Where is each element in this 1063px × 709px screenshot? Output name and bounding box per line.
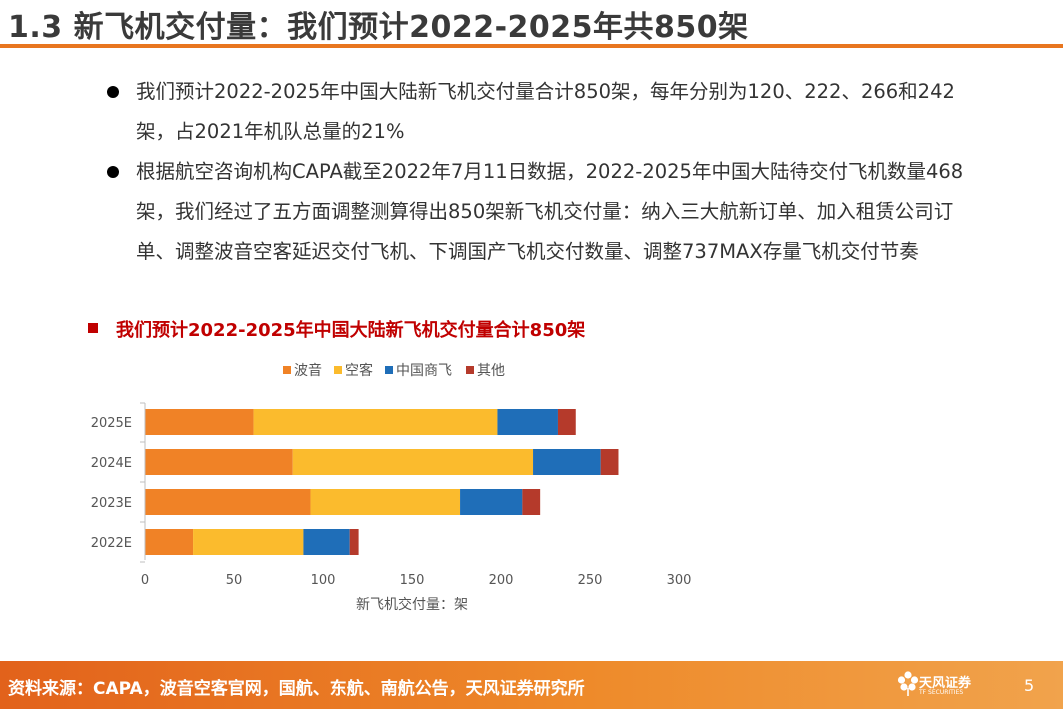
y-tick-label: 2022E — [91, 536, 132, 551]
bar-segment — [145, 529, 194, 555]
bar-segment — [292, 449, 534, 475]
bar-segment — [533, 449, 601, 475]
y-tick-label: 2024E — [91, 456, 132, 471]
bar-segment — [253, 409, 498, 435]
bar-segment — [145, 489, 311, 515]
y-tick-label: 2023E — [91, 496, 132, 511]
bar-segment — [460, 489, 523, 515]
bullet-item: 我们预计2022-2025年中国大陆新飞机交付量合计850架，每年分别为120、… — [104, 72, 984, 152]
legend-swatch — [283, 366, 291, 374]
stacked-bar-chart: 波音 空客 中国商飞 其他 2025E 2024E 2023E 2022E 0 50 100 150 2… — [91, 362, 692, 613]
legend-swatch — [334, 366, 342, 374]
bar-segment — [557, 409, 576, 435]
bar-segment — [145, 409, 254, 435]
y-tick-label: 2025E — [91, 416, 132, 431]
bar-segment — [349, 529, 359, 555]
bullet-list: 我们预计2022-2025年中国大陆新飞机交付量合计850架，每年分别为120、… — [104, 72, 984, 272]
title-divider — [0, 44, 1063, 48]
bar-segment — [193, 529, 304, 555]
legend-label: 其他 — [477, 363, 505, 379]
bullet-text: 我们预计2022-2025年中国大陆新飞机交付量合计850架，每年分别为120、… — [136, 80, 955, 143]
x-tick-label: 100 — [311, 573, 336, 588]
square-bullet-icon — [88, 323, 98, 333]
x-tick-label: 150 — [400, 573, 425, 588]
page-number: 5 — [1024, 676, 1035, 695]
legend-label: 波音 — [294, 362, 322, 379]
footer-bar: 资料来源：CAPA，波音空客官网，国航、东航、南航公告，天风证券研究所 天风证券… — [0, 661, 1063, 709]
x-tick-label: 50 — [226, 573, 243, 588]
bar-segment — [522, 489, 541, 515]
bullet-item: 根据航空咨询机构CAPA截至2022年7月11日数据，2022-2025年中国大… — [104, 152, 984, 272]
legend-label: 空客 — [345, 362, 373, 379]
source-note: 资料来源：CAPA，波音空客官网，国航、东航、南航公告，天风证券研究所 — [8, 679, 585, 699]
legend-swatch — [466, 366, 474, 374]
bar-segment — [497, 409, 558, 435]
x-tick-label: 300 — [667, 573, 692, 588]
bar-segment — [145, 449, 293, 475]
x-axis-title: 新飞机交付量：架 — [356, 596, 468, 613]
bullet-dot-icon — [107, 86, 119, 98]
bar-segment — [310, 489, 461, 515]
logo-name: 天风证券 — [919, 676, 972, 691]
legend-swatch — [385, 366, 393, 374]
legend-label: 中国商飞 — [396, 363, 452, 379]
logo-subtitle: TF SECURITIES — [919, 689, 964, 696]
flower-logo-icon — [897, 671, 919, 696]
bullet-dot-icon — [107, 166, 119, 178]
x-tick-label: 200 — [489, 573, 514, 588]
bullet-text: 根据航空咨询机构CAPA截至2022年7月11日数据，2022-2025年中国大… — [136, 160, 964, 263]
page-title: 1.3 新飞机交付量：我们预计2022-2025年共850架 — [8, 10, 749, 45]
chart-heading: 我们预计2022-2025年中国大陆新飞机交付量合计850架 — [88, 316, 585, 342]
bar-segment — [303, 529, 350, 555]
x-tick-label: 250 — [578, 573, 603, 588]
chart-heading-text: 我们预计2022-2025年中国大陆新飞机交付量合计850架 — [116, 320, 586, 341]
bar-segment — [600, 449, 619, 475]
x-tick-label: 0 — [141, 573, 149, 588]
company-logo: 天风证券 TF SECURITIES — [897, 670, 977, 700]
